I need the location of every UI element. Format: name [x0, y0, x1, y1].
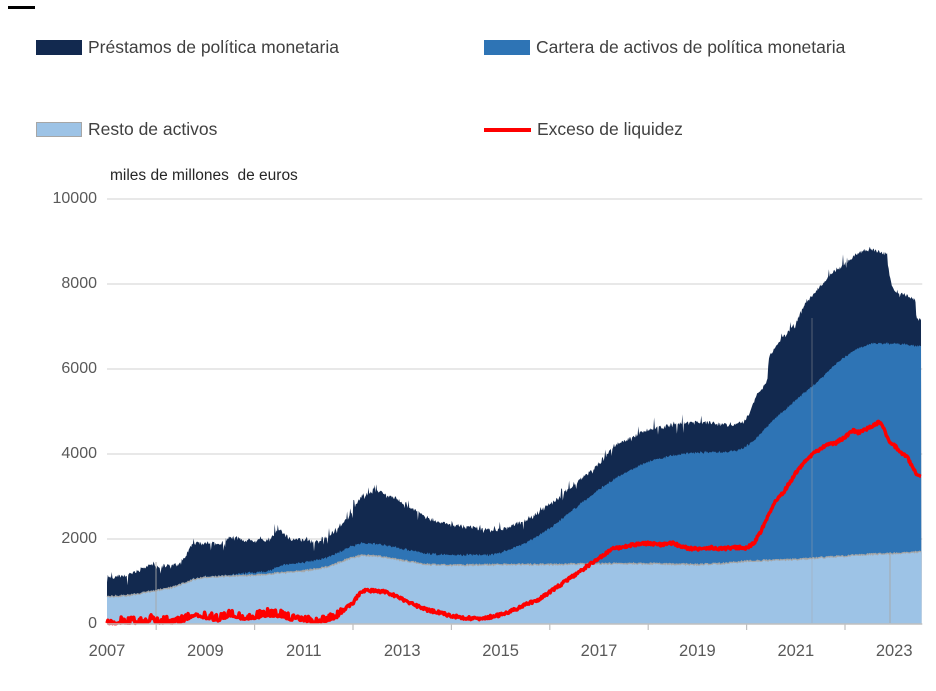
area-resto-top-border — [106, 550, 922, 598]
y-axis-label-4000: 4000 — [61, 445, 97, 462]
legend-item-liquidez: Exceso de liquidez — [484, 119, 683, 140]
x-axis-label-2017: 2017 — [580, 642, 618, 660]
y-axis-label-8000: 8000 — [61, 275, 97, 292]
legend-label-cartera: Cartera de activos de política monetaria — [536, 37, 846, 57]
line-exceso-liquidez — [105, 419, 922, 626]
x-axis-label-2021: 2021 — [777, 642, 815, 660]
y-axis-label-10000: 10000 — [52, 190, 98, 207]
x-axis-label-2007: 2007 — [88, 642, 126, 660]
legend-swatch-liquidez-icon — [484, 127, 531, 132]
chart-unit-label: miles de millones de euros — [110, 167, 298, 184]
legend-swatch-prestamos-icon — [36, 40, 82, 55]
area-cartera — [107, 342, 922, 624]
x-axis-label-2023: 2023 — [875, 642, 913, 660]
legend-item-cartera: Cartera de activos de política monetaria — [484, 37, 845, 58]
y-axis-label-2000: 2000 — [61, 530, 97, 547]
y-axis-label-0: 0 — [88, 615, 97, 632]
legend-label-resto: Resto de activos — [88, 119, 218, 139]
legend-label-liquidez: Exceso de liquidez — [537, 119, 683, 139]
legend-item-resto: Resto de activos — [36, 119, 217, 140]
page-corner-mark — [8, 6, 35, 9]
chart-legend: Préstamos de política monetaria Cartera … — [0, 0, 936, 160]
legend-swatch-resto-icon — [36, 122, 82, 137]
legend-swatch-cartera-icon — [484, 40, 530, 55]
x-axis-label-2011: 2011 — [286, 642, 322, 660]
x-axis-label-2019: 2019 — [679, 642, 716, 660]
x-axis-label-2009: 2009 — [187, 642, 224, 660]
y-axis-label-6000: 6000 — [61, 360, 97, 377]
area-resto — [107, 551, 922, 624]
legend-label-prestamos: Préstamos de política monetaria — [88, 37, 339, 57]
legend-item-prestamos: Préstamos de política monetaria — [36, 37, 339, 58]
x-axis-label-2015: 2015 — [482, 642, 519, 660]
x-axis-label-2013: 2013 — [383, 642, 421, 660]
